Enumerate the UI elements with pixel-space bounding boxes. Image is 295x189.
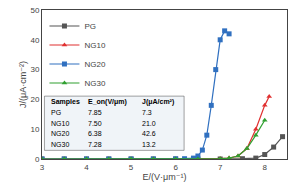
svg-text:4: 4 [84, 163, 89, 172]
svg-text:8: 8 [263, 163, 268, 172]
svg-text:PG: PG [84, 22, 96, 31]
svg-text:E/(V·μm⁻¹): E/(V·μm⁻¹) [143, 172, 187, 182]
svg-text:40: 40 [30, 36, 39, 45]
svg-text:PG: PG [51, 109, 61, 116]
svg-text:20: 20 [30, 95, 39, 104]
svg-text:50: 50 [30, 6, 39, 15]
svg-text:NG20: NG20 [84, 60, 105, 69]
svg-text:6: 6 [173, 163, 178, 172]
svg-text:J(μA/cm²): J(μA/cm²) [142, 98, 174, 106]
svg-text:7.3: 7.3 [142, 109, 152, 116]
svg-text:42.6: 42.6 [142, 130, 156, 137]
svg-text:10: 10 [30, 125, 39, 134]
svg-text:30: 30 [30, 65, 39, 74]
svg-text:E_on(V/μm): E_on(V/μm) [88, 98, 127, 106]
svg-text:7.85: 7.85 [88, 109, 102, 116]
svg-text:NG20: NG20 [51, 130, 69, 137]
svg-text:Samples: Samples [51, 98, 80, 106]
svg-text:7.28: 7.28 [88, 141, 102, 148]
svg-text:3: 3 [40, 163, 45, 172]
svg-text:7.50: 7.50 [88, 120, 102, 127]
svg-text:7: 7 [218, 163, 223, 172]
svg-text:21.0: 21.0 [142, 120, 156, 127]
svg-text:NG10: NG10 [51, 120, 69, 127]
svg-text:5: 5 [129, 163, 134, 172]
svg-text:6.38: 6.38 [88, 130, 102, 137]
svg-text:NG10: NG10 [84, 41, 105, 50]
svg-text:13.2: 13.2 [142, 141, 156, 148]
svg-text:0: 0 [35, 155, 40, 164]
svg-text:NG30: NG30 [51, 141, 69, 148]
svg-text:J/(μA·cm⁻²): J/(μA·cm⁻²) [18, 61, 28, 108]
svg-text:NG30: NG30 [84, 79, 105, 88]
